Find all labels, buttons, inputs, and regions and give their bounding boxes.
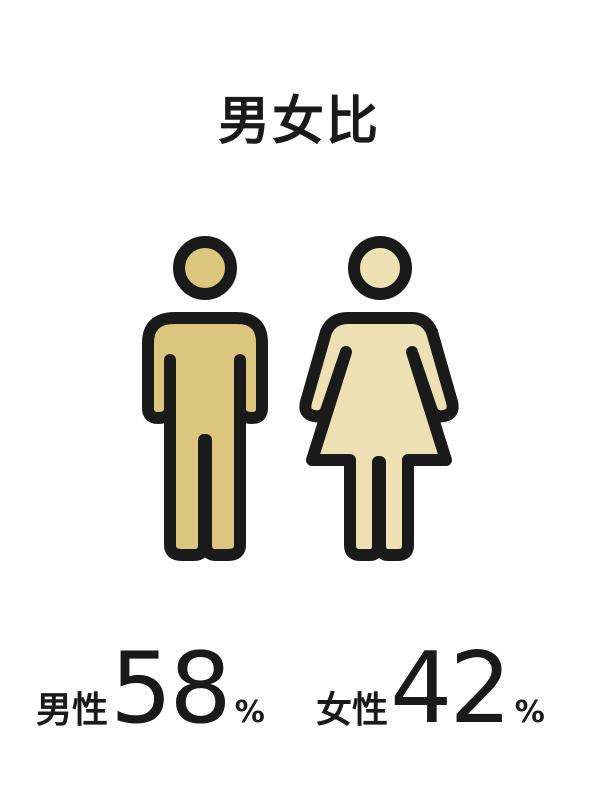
male-percent-sign: %	[234, 695, 265, 730]
female-person-icon	[299, 236, 459, 561]
male-percentage: 58	[110, 632, 232, 746]
male-person-icon	[142, 236, 268, 561]
female-percent-sign: %	[514, 695, 545, 730]
female-ratio-stat: 女性 42 %	[316, 640, 545, 738]
female-label: 女性	[316, 690, 389, 731]
male-ratio-stat: 男性 58 %	[36, 640, 265, 738]
female-percentage: 42	[390, 632, 512, 746]
male-label: 男性	[36, 690, 109, 731]
page-title: 男女比	[217, 92, 380, 152]
